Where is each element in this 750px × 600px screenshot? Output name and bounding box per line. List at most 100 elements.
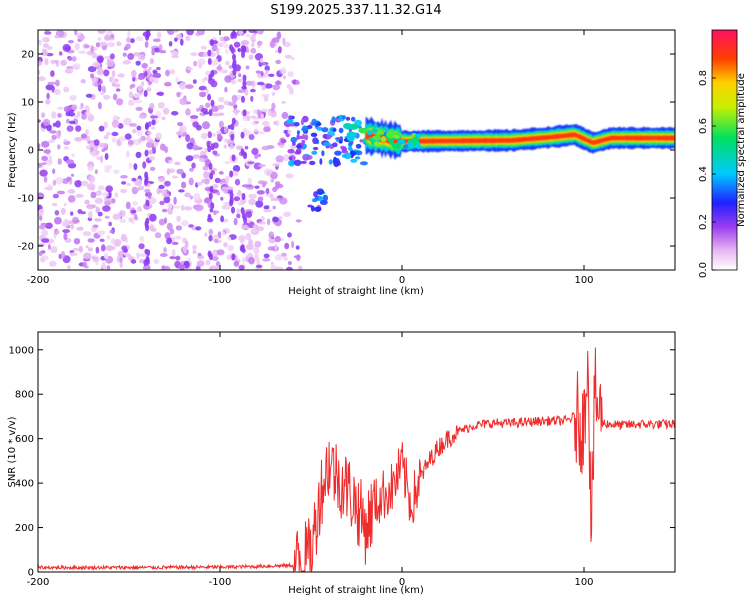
spectrogram-noise-blob <box>238 235 246 242</box>
spectrogram-noise-blob <box>133 163 138 171</box>
spectrogram-noise-blob <box>175 131 184 136</box>
spectrogram-noise-blob <box>235 145 244 150</box>
spectrogram-noise-blob <box>281 252 287 257</box>
spectrogram-carrier-blob <box>366 129 372 136</box>
spectrogram-noise-blob <box>278 46 282 54</box>
spectrogram-noise-blob <box>114 83 121 88</box>
colorbar-tick-label: 0.0 <box>698 262 709 278</box>
spectrogram-noise-blob <box>161 116 166 121</box>
spectrogram-noise-blob <box>220 215 225 223</box>
spectrogram-noise-blob <box>132 139 141 146</box>
spectrogram-noise-streak <box>210 70 215 78</box>
spectrogram-noise-streak <box>210 202 215 210</box>
spectrogram-noise-blob <box>57 106 64 111</box>
spectrogram-noise-blob <box>275 120 280 127</box>
spectrogram-noise-blob <box>86 183 96 191</box>
spectrogram-onset-blob <box>328 159 333 165</box>
spectrogram-noise-blob <box>60 207 66 215</box>
spectrogram-noise-blob <box>118 210 126 217</box>
spectrogram-noise-streak <box>232 53 236 61</box>
spectrogram-noise-blob <box>222 231 226 236</box>
spectrogram-noise-blob <box>216 191 220 196</box>
spectrogram-noise-streak <box>144 178 148 186</box>
spectrogram-noise-blob <box>247 177 252 186</box>
spectrogram-noise-blob <box>164 81 172 87</box>
spectrogram-noise-blob <box>90 146 94 152</box>
spectrogram-noise-blob <box>106 131 111 136</box>
spectrogram-noise-blob <box>185 84 194 89</box>
spectrogram-noise-blob <box>38 143 41 150</box>
spectrogram-noise-blob <box>223 144 228 149</box>
spectrogram-noise-blob <box>248 256 255 265</box>
spectrogram-noise-blob <box>127 53 135 60</box>
spectrogram-noise-blob <box>69 68 74 72</box>
spectrogram-noise-streak <box>240 148 245 156</box>
spectrogram-onset-blob <box>341 154 347 158</box>
spectrogram-noise-blob <box>245 232 252 241</box>
spectrogram-noise-blob <box>205 259 211 266</box>
spectrogram-onset-blob <box>289 157 293 160</box>
spectrogram-onset-blob <box>315 122 322 126</box>
spectrogram-noise-blob <box>141 81 145 87</box>
spectrogram-noise-blob <box>176 33 183 41</box>
spectrogram-onset-blob <box>312 137 319 145</box>
spectrogram-noise-blob <box>83 44 90 49</box>
spectrogram-noise-blob <box>85 110 91 117</box>
spectrogram-noise-blob <box>111 131 119 137</box>
spectrogram-noise-streak <box>241 51 245 58</box>
spectrogram-noise-blob <box>127 100 135 106</box>
spectrogram-noise-blob <box>260 216 265 222</box>
spectrogram-noise-blob <box>238 73 242 78</box>
spectrogram-noise-blob <box>244 89 249 96</box>
spectrogram-noise-blob <box>215 261 221 267</box>
spectrogram-onset-blob <box>288 160 295 167</box>
spectrogram-noise-blob <box>287 232 292 238</box>
spectrogram-noise-blob <box>97 30 106 34</box>
spectrogram-noise-blob <box>90 45 94 54</box>
spectrogram-noise-blob <box>42 38 47 42</box>
spectrogram-noise-blob <box>53 88 61 96</box>
spectrogram-noise-blob <box>241 184 251 188</box>
spectrogram-noise-blob <box>44 187 53 190</box>
spectrogram-noise-blob <box>87 66 97 73</box>
snr-ytick-label: 800 <box>15 390 34 401</box>
spectrogram-noise-blob <box>112 213 120 220</box>
spectrogram-carrier-blob <box>346 134 355 142</box>
spectrogram-noise-blob <box>181 220 189 227</box>
spectrogram-noise-blob <box>226 254 232 261</box>
spectrogram-noise-blob <box>106 234 111 240</box>
spectrogram-noise-blob <box>262 120 270 127</box>
spectrogram-noise-blob <box>158 184 165 190</box>
spectrogram-noise-streak <box>145 255 150 263</box>
spectrogram-noise-blob <box>259 58 264 64</box>
spectrogram-noise-blob <box>231 94 238 103</box>
spectrogram-noise-blob <box>205 88 209 95</box>
spectrogram-noise-blob <box>101 261 106 270</box>
spectrogram-noise-blob <box>290 56 295 61</box>
spectrogram-noise-blob <box>163 246 167 253</box>
spectrogram-noise-blob <box>147 191 152 200</box>
spectrogram-noise-blob <box>171 236 176 243</box>
spectrogram-noise-blob <box>94 218 102 222</box>
spectrogram-noise-blob <box>156 66 161 71</box>
spectrogram-noise-blob <box>244 145 249 150</box>
spectrogram-noise-blob <box>271 92 276 96</box>
spectrogram-noise-blob <box>40 51 48 56</box>
spectrogram-noise-blob <box>77 209 83 214</box>
spectrogram-noise-blob <box>181 172 186 179</box>
spectrogram-noise-blob <box>185 155 194 162</box>
colorbar-gradient <box>712 30 737 270</box>
spectrogram-carrier-blob <box>362 138 367 144</box>
spectrogram-noise-blob <box>217 104 225 110</box>
spectrogram-noise-blob <box>80 79 86 84</box>
spectrogram-noise-blob <box>253 128 259 132</box>
spectrogram-noise-blob <box>237 202 244 206</box>
spectrogram-noise-blob <box>81 113 87 120</box>
spectrogram-noise-streak <box>146 30 150 37</box>
spectrogram-xlabel: Height of straight line (km) <box>288 286 424 297</box>
spectrogram-noise-blob <box>274 254 283 261</box>
spectrogram-noise-blob <box>74 42 80 51</box>
spectrogram-noise-blob <box>99 41 107 47</box>
spectrogram-noise-blob <box>149 197 157 204</box>
spectrogram-noise-blob <box>200 45 207 50</box>
